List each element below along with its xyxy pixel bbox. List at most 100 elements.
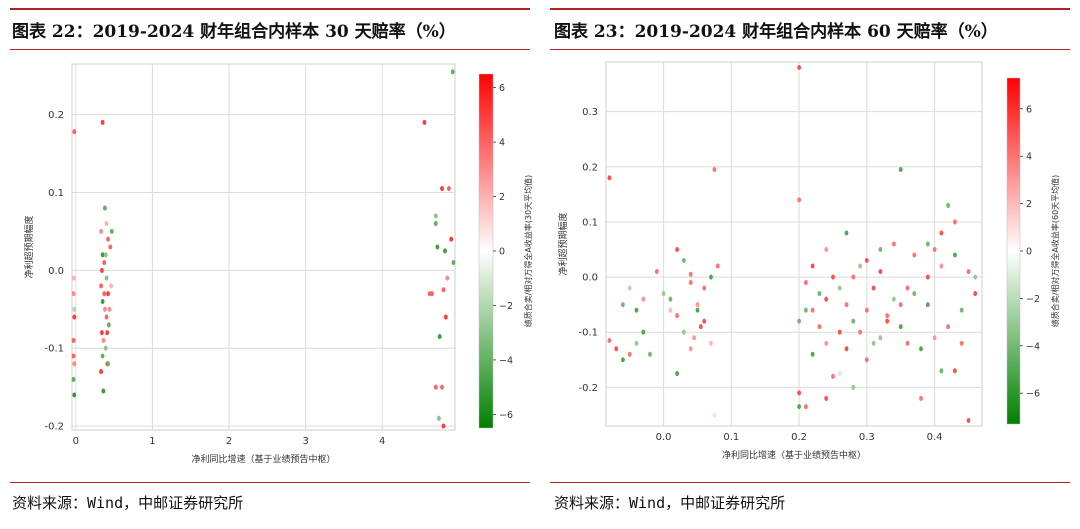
data-point xyxy=(607,337,612,344)
data-point xyxy=(709,340,713,346)
data-point xyxy=(692,335,696,341)
data-point xyxy=(634,340,639,346)
source-divider xyxy=(10,482,530,483)
colorbar-tick-label: 4 xyxy=(1026,152,1032,163)
colorbar-tick-label: −4 xyxy=(1026,341,1040,352)
data-point xyxy=(831,373,835,379)
data-point xyxy=(858,329,862,335)
data-point xyxy=(682,257,686,264)
x-tick-label: 2 xyxy=(226,436,232,447)
data-point xyxy=(810,263,815,269)
data-point xyxy=(433,384,438,390)
data-point xyxy=(661,291,666,297)
data-point xyxy=(427,291,432,297)
data-point xyxy=(905,285,910,291)
data-point xyxy=(892,241,896,247)
data-point xyxy=(641,296,646,302)
data-point xyxy=(702,318,707,324)
data-point xyxy=(109,283,113,289)
data-point xyxy=(844,302,849,308)
data-point xyxy=(449,236,454,242)
data-point xyxy=(919,346,923,352)
data-point xyxy=(712,166,717,173)
source-note: 资料来源：Wind，中邮证券研究所 xyxy=(554,494,786,512)
data-points xyxy=(71,69,456,429)
data-point xyxy=(695,302,700,308)
data-point xyxy=(946,324,950,330)
colorbar-tick-label: 4 xyxy=(499,138,505,149)
data-point xyxy=(885,318,890,324)
data-point xyxy=(810,307,815,313)
data-point xyxy=(106,236,110,242)
data-point xyxy=(675,313,679,319)
data-point xyxy=(797,64,801,71)
data-point xyxy=(104,275,109,281)
top-divider xyxy=(550,8,1070,10)
data-point xyxy=(627,285,632,291)
data-point xyxy=(898,302,903,308)
data-point xyxy=(72,392,77,398)
x-axis-label: 净利同比增速（基于业绩预告中枢） xyxy=(191,453,335,465)
data-point xyxy=(698,324,703,330)
data-point xyxy=(898,166,903,173)
data-point xyxy=(797,390,801,396)
chart-panel-22: 图表 22：2019-2024 财年组合内样本 30 天赔率（%） 0 1 2 3 4 -… xyxy=(10,8,533,512)
x-tick-label: 4 xyxy=(379,436,385,447)
data-point xyxy=(939,263,944,269)
data-point xyxy=(71,291,76,297)
data-point xyxy=(422,119,427,125)
scatter-chart-30d: 0 1 2 3 4 -0.2 -0.1 0.0 0.1 0.2 净利同比增速（基于业绩预告中枢） 净利… xyxy=(23,63,533,465)
data-point xyxy=(100,119,105,125)
y-tick-label: -0.1 xyxy=(44,344,64,355)
data-point xyxy=(103,306,107,312)
plot-area xyxy=(71,63,456,431)
y-tick-label: 0.2 xyxy=(582,162,598,173)
data-point xyxy=(682,329,686,335)
data-point xyxy=(925,302,930,308)
data-point xyxy=(966,417,971,424)
x-axis-label: 净利同比增速（基于业绩预告中枢） xyxy=(722,449,866,461)
data-point xyxy=(946,202,950,208)
data-point xyxy=(641,329,646,335)
x-tick-label: 0.3 xyxy=(859,432,875,443)
data-point xyxy=(939,368,944,374)
data-point xyxy=(959,307,964,313)
colorbar-tick-label: 2 xyxy=(499,192,505,203)
data-point xyxy=(804,307,808,313)
data-point xyxy=(450,69,455,75)
data-point xyxy=(953,252,957,258)
colorbar xyxy=(478,73,494,429)
data-point xyxy=(851,384,856,390)
data-point xyxy=(441,423,446,429)
data-point xyxy=(101,337,106,343)
data-point xyxy=(817,291,822,297)
colorbar-label: 绩质合卖/相对万得全A收益率(60天平均值) xyxy=(1050,175,1060,328)
data-point xyxy=(844,346,849,352)
data-point xyxy=(71,376,76,382)
data-point xyxy=(702,285,707,291)
data-point xyxy=(451,260,456,266)
data-point xyxy=(919,395,923,401)
data-point xyxy=(675,371,679,377)
y-axis-label: 净利超预期幅度 xyxy=(23,215,35,278)
data-point xyxy=(905,340,910,346)
colorbar-tick-label: 0 xyxy=(499,247,505,258)
source-note: 资料来源：Wind，中邮证券研究所 xyxy=(12,494,244,512)
data-point xyxy=(440,186,444,192)
data-point xyxy=(437,415,441,421)
colorbar-tick-label: 6 xyxy=(1026,104,1032,115)
x-tick-label: 0.0 xyxy=(656,432,672,443)
data-point xyxy=(804,404,808,410)
data-point xyxy=(844,230,849,236)
data-point xyxy=(100,298,105,305)
data-point xyxy=(103,345,108,351)
data-point xyxy=(932,335,937,341)
data-point xyxy=(898,324,903,330)
data-point xyxy=(668,307,673,313)
colorbar-tick-label: −6 xyxy=(1026,389,1040,400)
data-point xyxy=(99,283,103,289)
source-divider xyxy=(550,482,1070,483)
plot-frame xyxy=(605,61,983,427)
data-point xyxy=(817,324,822,330)
data-point xyxy=(864,307,869,313)
